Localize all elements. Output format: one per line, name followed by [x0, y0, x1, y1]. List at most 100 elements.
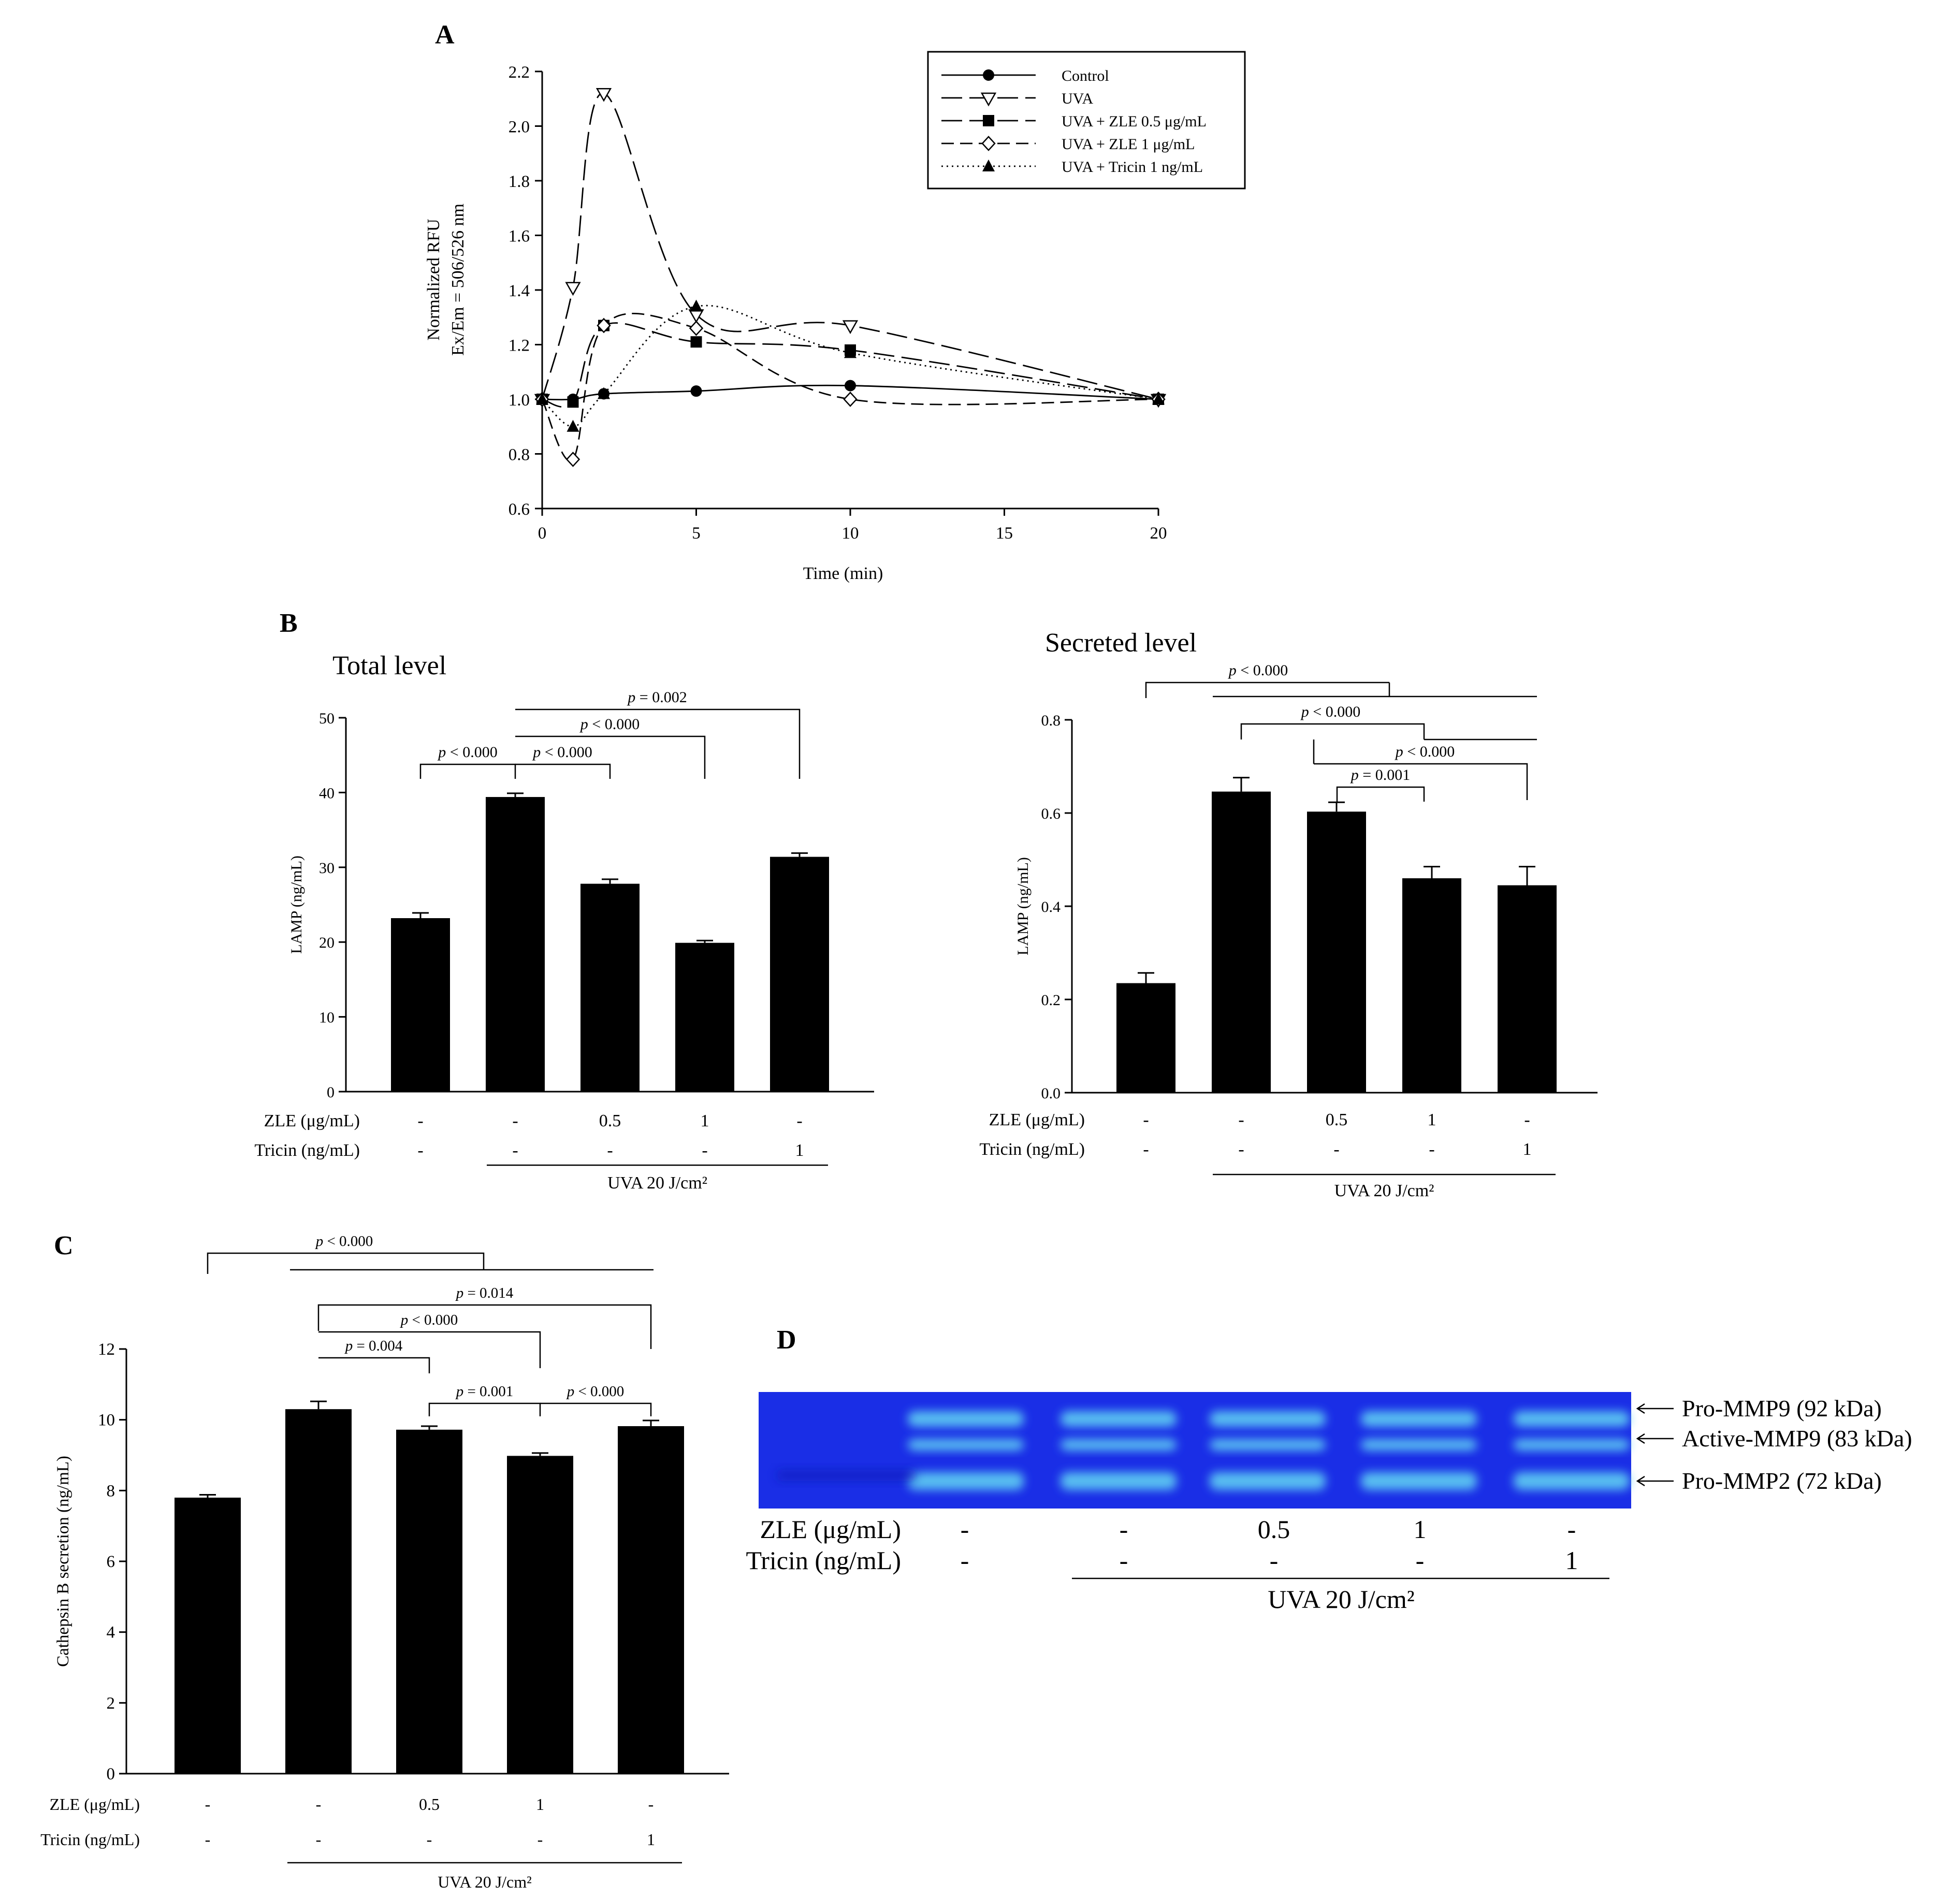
legend-marker-3 [981, 136, 996, 151]
c1-y-tick-label: 10 [98, 1411, 115, 1430]
b1-y-axis-label: LAMP (ng/mL) [288, 855, 305, 954]
c1-y-tick-label: 8 [107, 1482, 115, 1500]
a-x-tick-label: 15 [996, 524, 1013, 543]
b2-bracket-label-3: p = 0.001 [1350, 766, 1410, 784]
c1-bracket-label-3-p: p [344, 1338, 353, 1354]
gel-background [759, 1392, 1631, 1509]
b2-bracket-label-1-rest: < 0.000 [1309, 703, 1360, 720]
gel-band-lane6-2 [1514, 1472, 1630, 1490]
a-series-point-0 [690, 385, 702, 397]
b2-row-value: - [1429, 1140, 1434, 1159]
panel-a-y-axis-label-line2: Ex/Em = 506/526 nm [448, 204, 468, 356]
c1-bracket-label-1: p = 0.014 [455, 1285, 514, 1301]
c1-bracket-label-5: p < 0.000 [566, 1383, 625, 1400]
c1-row-value: 0.5 [419, 1795, 440, 1814]
c1-y-axis-label: Cathepsin B secretion (ng/mL) [54, 1456, 72, 1667]
c1-bracket-label-3: p = 0.004 [344, 1338, 403, 1354]
a-series-point-2 [690, 336, 702, 348]
panel-a-axes: 0.6 0.8 1.0 1.2 1.4 1.6 1.8 2.0 2.2 0 5 10 15 20 [509, 63, 1167, 543]
b1-bracket-label-1: p < 0.000 [532, 744, 592, 761]
c1-bracket-label-4: p = 0.001 [455, 1383, 514, 1400]
gel-row-value: - [1120, 1515, 1128, 1544]
b1-row-value: - [512, 1141, 518, 1160]
gel-row-label-1: Tricin (ng/mL) [746, 1546, 901, 1575]
a-y-tick-label: 2.0 [509, 118, 530, 137]
b1-y-tick-label: 40 [319, 785, 335, 802]
a-series-point-4 [536, 393, 548, 404]
legend-marker-2 [983, 115, 994, 126]
c1-bar-0 [175, 1498, 241, 1774]
a-series-point-4 [690, 299, 703, 312]
b1-bar-4 [770, 857, 829, 1092]
gel-band-lane6-1 [1514, 1439, 1630, 1451]
c1-bracket-label-3-rest: = 0.004 [353, 1338, 403, 1354]
b2-bracket-label-3-rest: = 0.001 [1359, 766, 1410, 784]
c1-row-value: - [205, 1830, 211, 1849]
b2-y-tick-label: 0.4 [1041, 898, 1061, 916]
a-y-tick-label: 1.0 [509, 391, 530, 410]
c1-y-tick-label: 6 [107, 1553, 115, 1571]
a-series-point-2 [567, 396, 579, 408]
panel-a-y-axis-label-line1: Normalized RFU [424, 219, 443, 340]
b2-bar-0 [1116, 983, 1175, 1093]
b1-bracket-label-2-p: p [579, 716, 588, 733]
panel-a-series [534, 88, 1167, 467]
b1-bracket-label-1-p: p [532, 744, 541, 761]
b1-row-value: 1 [795, 1141, 804, 1160]
c1-bracket-label-0: p < 0.000 [315, 1233, 373, 1250]
zymography-gel: Pro-MMP9 (92 kDa) Active-MMP9 (83 kDa) Pro… [746, 1392, 1912, 1614]
b2-row-value: - [1333, 1140, 1339, 1159]
legend-label-2: UVA + ZLE 0.5 μg/mL [1062, 113, 1207, 130]
gel-band-lane1 [777, 1470, 917, 1481]
b1-bracket-label-0: p < 0.000 [437, 744, 497, 761]
b1-y-tick-label: 0 [327, 1084, 335, 1101]
c1-bracket-label-1-rest: = 0.014 [463, 1285, 514, 1301]
gel-row-value: - [1120, 1546, 1128, 1575]
b2-row-value: 1 [1523, 1140, 1532, 1159]
c1-row-value: - [316, 1795, 322, 1814]
b2-y-tick-label: 0.6 [1041, 805, 1061, 822]
b2-bracket-0 [1145, 681, 1389, 698]
a-series-line-0 [542, 384, 1159, 401]
b1-row-value: - [702, 1141, 707, 1160]
a-series-point-3 [689, 321, 704, 336]
b1-row-value: - [417, 1141, 423, 1160]
b1-y-tick-label: 10 [319, 1009, 335, 1026]
b2-bracket-label-1-p: p [1300, 703, 1309, 720]
c1-bracket-label-5-p: p [566, 1383, 575, 1400]
a-series-point-4 [1152, 393, 1165, 404]
a-series-point-4 [598, 387, 610, 399]
b1-row-value: - [607, 1141, 613, 1160]
a-series-point-1 [842, 320, 859, 335]
b1-bracket-3 [515, 708, 801, 779]
b2-bracket-2 [1314, 763, 1528, 800]
gel-band-lane5-2 [1361, 1472, 1477, 1490]
panel-a-x-axis-label: Time (min) [803, 564, 883, 583]
a-y-tick-label: 1.4 [509, 282, 530, 300]
c1-bracket-label-0-p: p [315, 1233, 324, 1250]
b2-y-tick-label: 0.2 [1041, 992, 1061, 1009]
legend-label-4: UVA + Tricin 1 ng/mL [1062, 158, 1203, 176]
b2-bracket-label-2-rest: < 0.000 [1403, 743, 1455, 760]
panel-c-letter: C [54, 1231, 74, 1260]
gel-arrow-head-1 [1636, 1433, 1645, 1444]
b2-bar-1 [1212, 791, 1271, 1093]
a-series-point-4 [844, 346, 856, 358]
a-series-point-1 [565, 282, 581, 296]
b2-bar-3 [1402, 878, 1461, 1093]
c1-bracket-5 [540, 1402, 652, 1416]
a-x-tick-label: 0 [538, 524, 547, 543]
gel-row-value: - [1416, 1546, 1425, 1575]
c1-row-value: - [538, 1830, 543, 1849]
b2-y-tick-label: 0.8 [1041, 712, 1061, 729]
c1-bracket-label-2-rest: < 0.000 [408, 1312, 458, 1328]
gel-band-lane4-1 [1210, 1439, 1326, 1451]
b2-row-value: 0.5 [1326, 1110, 1348, 1129]
b-secreted-chart: 0.0 0.2 0.4 0.6 0.8 LAMP (ng/mL) ZLE (μg/mL) - -… [979, 662, 1598, 1200]
c1-bar-4 [618, 1426, 684, 1774]
legend-label-1: UVA [1062, 90, 1093, 107]
c1-y-tick-label: 2 [107, 1694, 115, 1713]
b2-bar-2 [1307, 811, 1366, 1093]
c1-bracket-0 [207, 1252, 485, 1274]
a-series-point-4 [567, 419, 579, 432]
